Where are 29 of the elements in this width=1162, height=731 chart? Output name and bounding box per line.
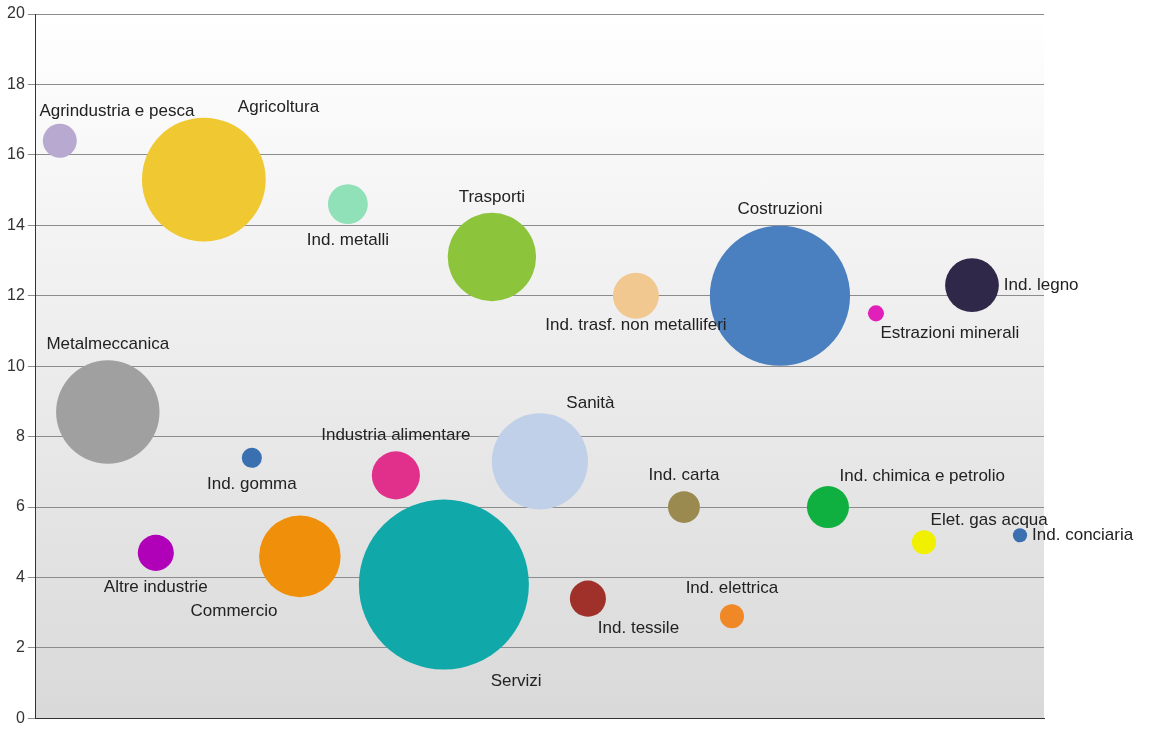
series-label: Ind. gomma <box>206 473 298 493</box>
series-label: Industria alimentare <box>321 425 471 445</box>
y-tick-label: 12 <box>7 286 25 304</box>
series-label: Ind. metalli <box>306 229 389 249</box>
series-label: Ind. carta <box>648 464 720 484</box>
series-label: Ind. elettrica <box>685 577 779 597</box>
y-tick-label: 2 <box>15 638 25 656</box>
series-label: Trasporti <box>458 186 526 206</box>
y-tick-label: 18 <box>7 74 25 92</box>
y-tick-label: 4 <box>15 567 25 585</box>
series-label: Sanità <box>566 392 616 412</box>
y-tick-label: 10 <box>7 356 25 374</box>
y-tick-label: 6 <box>15 497 25 515</box>
y-tick-label: 0 <box>15 708 25 726</box>
series-label: Altre industrie <box>103 576 208 596</box>
series-label: Ind. tessile <box>597 618 680 638</box>
series-label: Estrazioni minerali <box>880 323 1020 343</box>
series-label: Agrindustria e pesca <box>39 101 195 121</box>
series-label: Ind. chimica e petrolio <box>839 465 1005 485</box>
y-tick-label: 8 <box>15 427 25 445</box>
series-label: Commercio <box>190 600 278 620</box>
series-label: Costruzioni <box>737 199 823 219</box>
series-label: Ind. legno <box>1003 274 1079 294</box>
y-tick-label: 20 <box>7 4 25 22</box>
series-label: Agricoltura <box>237 97 320 117</box>
series-label: Servizi <box>490 671 542 691</box>
y-tick-label: 14 <box>7 215 25 233</box>
series-label: Metalmeccanica <box>46 333 170 353</box>
y-tick-label: 16 <box>7 145 25 163</box>
